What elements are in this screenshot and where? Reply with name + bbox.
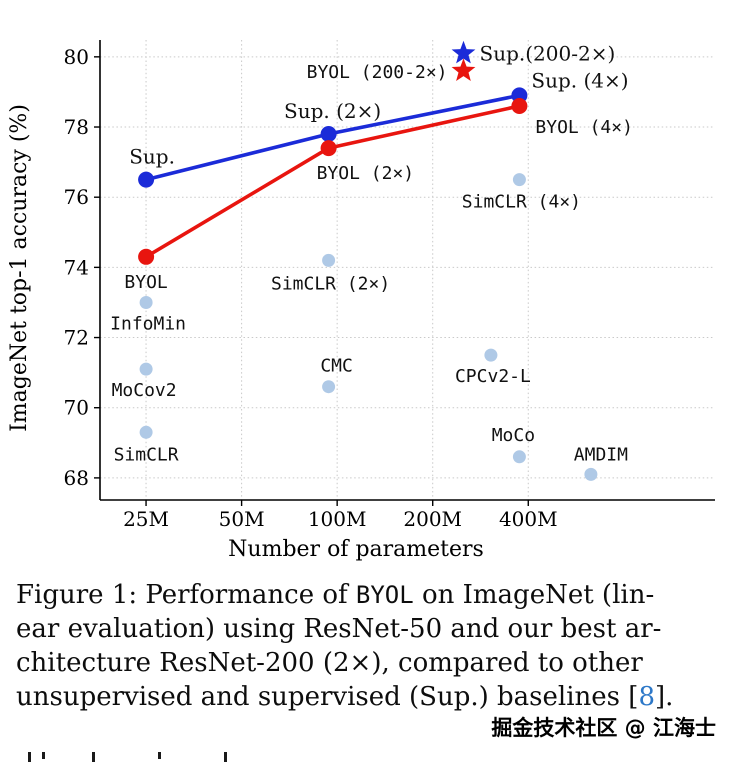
x-tick-label: 25M xyxy=(123,507,169,531)
figure-1-chart: 25M 50M 100M 200M 400M 68 70 72 74 76 78 80 Sup. Sup… xyxy=(7,40,715,562)
clipped-glyph xyxy=(158,752,161,759)
data-point xyxy=(320,140,337,157)
point-label: BYOL xyxy=(124,272,168,293)
clipped-glyph xyxy=(92,752,95,762)
point-label: BYOL (2×) xyxy=(317,163,415,184)
caption-line: Figure 1: Performance of BYOL on ImageNe… xyxy=(16,578,720,612)
caption-text: chitecture ResNet-200 (2×), compared to … xyxy=(16,648,643,678)
data-point xyxy=(139,425,153,439)
star-marker xyxy=(451,58,476,81)
caption-text: ear evaluation) using ResNet-50 and our … xyxy=(16,614,662,644)
x-tick-label: 100M xyxy=(308,507,367,531)
caption-text: unsupervised and supervised (Sup.) basel… xyxy=(16,682,639,712)
data-point xyxy=(512,173,526,187)
point-label: Sup. (2×) xyxy=(284,99,381,123)
caption-line: unsupervised and supervised (Sup.) basel… xyxy=(16,680,720,714)
star-marker xyxy=(451,40,476,64)
point-label: MoCo xyxy=(492,425,535,446)
point-label: CMC xyxy=(320,356,353,377)
point-label: BYOL (200-2×) xyxy=(307,62,448,83)
y-tick-label: 68 xyxy=(64,466,89,490)
point-label: SimCLR (4×) xyxy=(462,192,581,213)
y-tick-label: 70 xyxy=(64,396,89,420)
data-point xyxy=(584,467,598,481)
x-axis-label: Number of parameters xyxy=(228,537,484,562)
watermark-text: 掘金技术社区 @ 江海士 xyxy=(491,716,716,740)
caption-text: Figure 1: Performance of xyxy=(16,580,356,610)
y-axis-label: ImageNet top-1 accuracy (%) xyxy=(7,104,32,432)
x-tick-label: 50M xyxy=(219,507,265,531)
y-tick-label: 74 xyxy=(64,255,89,279)
point-label: BYOL (4×) xyxy=(535,117,633,138)
series-layer xyxy=(138,40,598,481)
data-point xyxy=(484,348,498,362)
x-tick-label: 200M xyxy=(403,507,462,531)
data-point xyxy=(139,362,153,376)
point-label: Sup.(200-2×) xyxy=(480,41,616,65)
caption-text: BYOL xyxy=(355,581,414,609)
point-label: Sup. (4×) xyxy=(531,68,628,92)
data-point xyxy=(511,98,528,114)
data-point xyxy=(139,296,153,309)
point-label: SimCLR xyxy=(114,444,179,465)
point-label: CPCv2-L xyxy=(455,366,531,387)
point-label: Sup. xyxy=(129,145,175,169)
y-tick-label: 76 xyxy=(64,185,89,209)
data-point xyxy=(320,126,337,142)
figure-caption: Figure 1: Performance of BYOL on ImageNe… xyxy=(16,578,720,714)
y-tick-label: 72 xyxy=(64,326,89,350)
point-label: AMDIM xyxy=(574,444,628,465)
clipped-glyph xyxy=(28,752,31,762)
axes-layer: 25M 50M 100M 200M 400M 68 70 72 74 76 78 80 xyxy=(64,40,715,531)
grid-layer xyxy=(100,40,715,500)
x-tick-label: 400M xyxy=(499,507,558,531)
citation-link[interactable]: 8 xyxy=(638,682,655,712)
point-label: MoCov2 xyxy=(112,380,177,401)
clipped-glyph xyxy=(42,752,45,759)
point-label: SimCLR (2×) xyxy=(271,273,390,294)
point-label: InfoMin xyxy=(110,314,186,335)
clipped-next-text-line xyxy=(28,752,288,764)
caption-line: ear evaluation) using ResNet-50 and our … xyxy=(16,612,720,646)
point-labels-layer: Sup. Sup. (2×) Sup. (4×) BYOL BYOL (2×) BYOL … xyxy=(110,41,633,465)
data-point xyxy=(322,253,336,267)
caption-line: chitecture ResNet-200 (2×), compared to … xyxy=(16,646,720,680)
data-point xyxy=(138,248,155,265)
data-point xyxy=(512,450,526,464)
y-tick-label: 78 xyxy=(64,115,89,139)
data-point xyxy=(322,380,336,394)
caption-text: on ImageNet (lin- xyxy=(413,580,655,610)
clipped-glyph xyxy=(224,752,227,762)
data-point xyxy=(138,171,155,188)
y-tick-label: 80 xyxy=(64,45,89,69)
caption-text: ]. xyxy=(654,682,674,712)
